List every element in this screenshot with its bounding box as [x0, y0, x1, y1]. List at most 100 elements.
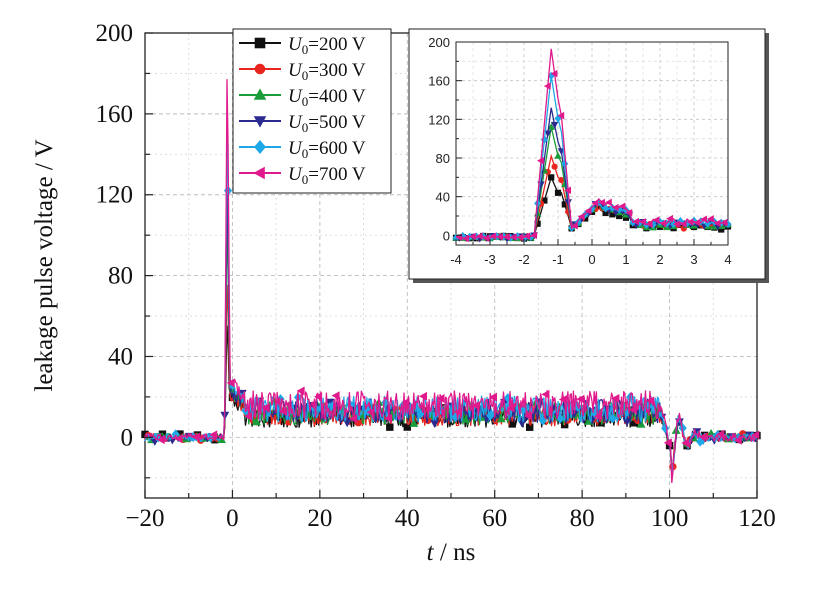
series-marker-main [488, 392, 497, 402]
inset-series-group [452, 48, 732, 243]
series-marker-main [314, 392, 323, 402]
series-marker-inset [482, 234, 490, 242]
series-marker-main [517, 419, 527, 428]
series-marker-inset [611, 203, 619, 212]
inset-y-tick-label: 160 [428, 74, 450, 89]
series-marker-main [191, 432, 200, 442]
series-marker-inset [509, 233, 517, 241]
series-marker-inset [666, 214, 674, 223]
series-marker-inset [632, 217, 640, 226]
inset-x-tick-label: 2 [656, 252, 663, 267]
series-marker-inset [571, 222, 578, 230]
series-marker-main [541, 389, 550, 399]
series-marker-inset [475, 232, 483, 240]
series-marker-inset [544, 130, 552, 138]
inset-chart: -4 -3 -2 -1 0 1 2 3 4 0 40 80 120 160 200 [408, 28, 769, 283]
series-marker-inset [659, 219, 667, 227]
series-marker-main [331, 391, 340, 401]
main-x-tick-labels: −20 0 20 40 60 80 100 120 [125, 505, 775, 532]
legend-entry-label: U0=500 V [288, 112, 366, 135]
series-marker-inset [503, 233, 510, 241]
series-marker-inset [547, 123, 555, 130]
y-tick-label: 120 [96, 182, 134, 209]
series-marker-inset [673, 220, 680, 228]
series-marker-main [698, 432, 707, 442]
series-marker-inset [462, 234, 470, 243]
series-marker-main [681, 438, 690, 448]
series-marker-main [611, 393, 620, 403]
series-marker-inset [605, 198, 612, 207]
series-marker-inset [574, 218, 582, 227]
series-marker-main [453, 407, 463, 417]
series-marker-inset [551, 163, 558, 170]
y-tick-label: 200 [96, 20, 134, 47]
series-marker-inset [530, 231, 538, 240]
x-tick-label: 0 [226, 505, 239, 532]
inset-x-tick-label: -2 [518, 252, 530, 267]
main-series-group [141, 79, 761, 484]
series-marker-main [576, 394, 585, 404]
x-tick-label: 80 [570, 505, 595, 532]
legend-entry-label: U0=400 V [288, 86, 366, 109]
series-marker-main [751, 430, 760, 440]
series-marker-main [226, 378, 235, 388]
inset-y-tick-label: 40 [436, 190, 450, 205]
series-marker-inset [598, 198, 606, 207]
series-marker-main [593, 411, 602, 421]
series-marker-main [409, 418, 419, 427]
series-marker-inset [554, 151, 562, 159]
series-marker-main [486, 410, 495, 421]
inset-ticks [455, 41, 729, 245]
series-marker-inset [707, 215, 714, 223]
x-tick-label: 60 [482, 505, 507, 532]
series-marker-inset [548, 174, 555, 181]
x-axis-label: t / ns [427, 539, 476, 566]
inset-y-tick-label: 0 [443, 228, 450, 243]
series-marker-inset [577, 212, 585, 221]
series-marker-inset [523, 232, 531, 240]
inset-x-tick-label: 1 [622, 252, 629, 267]
series-marker-inset [713, 219, 721, 228]
series-marker-inset [557, 111, 565, 120]
series-marker-inset [469, 232, 476, 241]
series-marker-inset [700, 215, 708, 223]
series-marker-main [733, 435, 742, 445]
inset-x-tick-label: -1 [552, 252, 564, 267]
legend-swatch-marker [254, 63, 266, 75]
series-marker-main [430, 419, 440, 428]
x-tick-label: 120 [738, 505, 776, 532]
inset-x-tick-labels: -4 -3 -2 -1 0 1 2 3 4 [450, 252, 731, 267]
series-marker-inset [652, 216, 660, 224]
inset-background [408, 28, 766, 280]
series-marker-main [386, 423, 394, 431]
series-marker-inset [550, 69, 558, 78]
inset-y-tick-label: 200 [428, 35, 450, 50]
series-marker-main [156, 435, 165, 445]
series-marker-main [716, 429, 725, 439]
x-tick-label: 100 [651, 505, 689, 532]
inset-x-tick-label: 0 [588, 252, 595, 267]
series-marker-inset [720, 218, 728, 227]
inset-y-tick-label: 120 [428, 112, 450, 127]
series-marker-main [436, 394, 445, 403]
inset-x-tick-label: -4 [450, 252, 462, 267]
series-marker-inset [489, 232, 497, 240]
series-marker-main [496, 414, 506, 423]
series-marker-inset [618, 202, 626, 210]
series-marker-main [252, 417, 261, 426]
series-marker-inset [686, 218, 694, 226]
series-marker-main [384, 413, 393, 423]
legend-swatch-marker [253, 88, 267, 100]
x-tick-label: 40 [395, 505, 420, 532]
series-marker-inset [693, 218, 701, 227]
series-marker-main [523, 411, 532, 421]
series-marker-inset [554, 114, 562, 123]
series-marker-main [628, 405, 637, 415]
series-marker-main [506, 403, 515, 413]
y-tick-label: 160 [96, 101, 134, 128]
series-marker-inset [591, 199, 599, 207]
series-marker-main [349, 414, 358, 424]
series-marker-main [244, 412, 253, 421]
